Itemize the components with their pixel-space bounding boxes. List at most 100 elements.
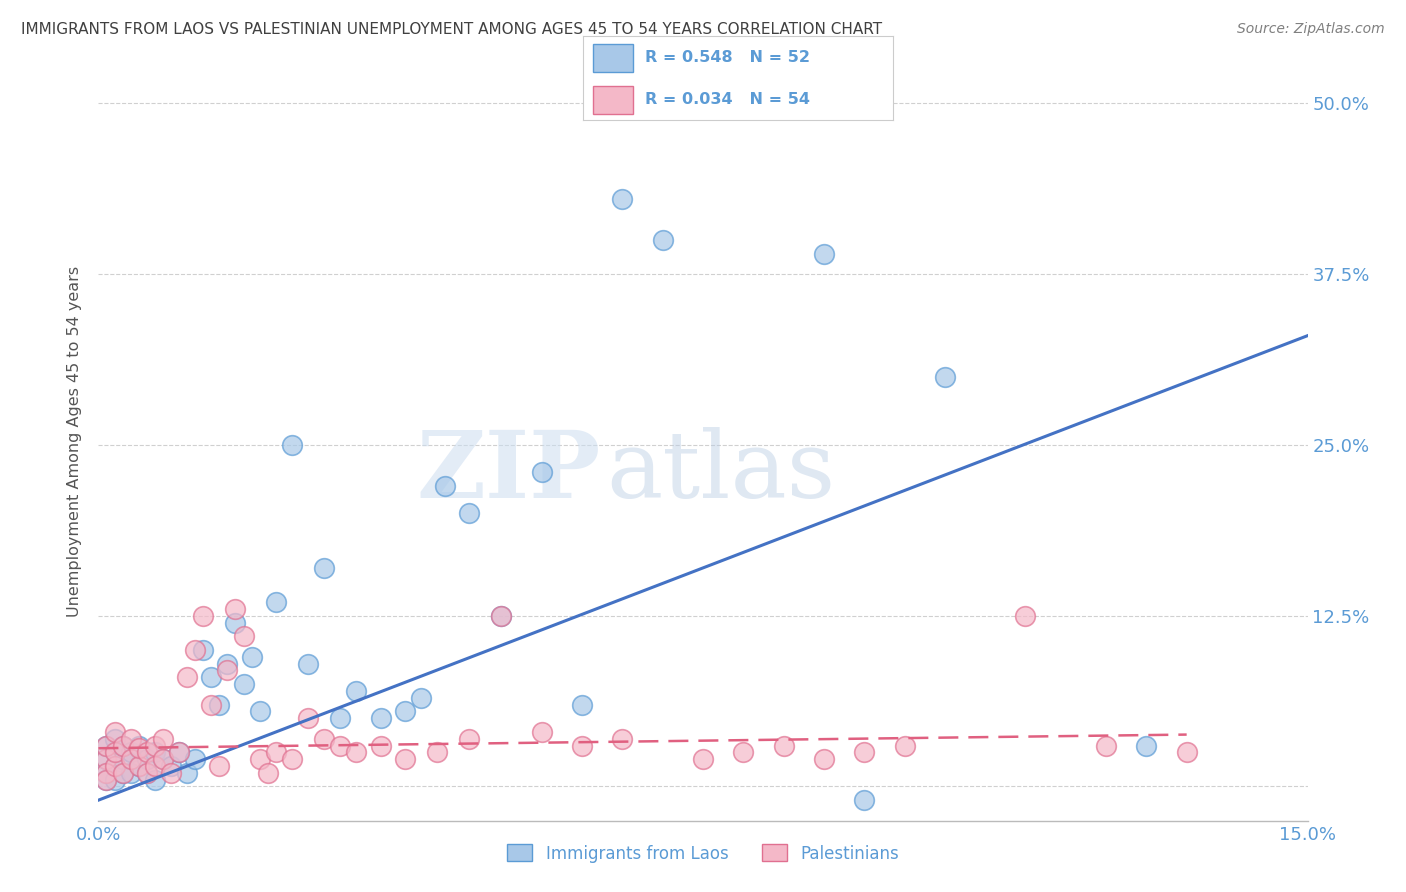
Point <box>96 765 118 780</box>
Point <box>135 752 157 766</box>
Point <box>152 752 174 766</box>
Point <box>733 745 755 759</box>
Point <box>344 745 367 759</box>
Point <box>297 711 319 725</box>
Point <box>111 752 134 766</box>
Point <box>217 664 239 678</box>
Point <box>281 752 304 766</box>
Point <box>103 731 125 746</box>
Text: ZIP: ZIP <box>416 427 600 516</box>
Point <box>135 745 157 759</box>
Point <box>152 752 174 766</box>
Point <box>394 752 416 766</box>
Point <box>120 745 142 759</box>
Point <box>232 677 254 691</box>
Point <box>143 772 166 787</box>
Point <box>1014 608 1036 623</box>
Point <box>184 752 207 766</box>
Point <box>96 752 118 766</box>
Point <box>103 759 125 773</box>
Point <box>370 739 392 753</box>
Point <box>160 759 183 773</box>
Point <box>143 739 166 753</box>
Point <box>314 731 336 746</box>
Point <box>264 745 287 759</box>
Point <box>135 765 157 780</box>
Point <box>167 745 190 759</box>
Point <box>370 711 392 725</box>
Point <box>1135 739 1157 753</box>
Text: IMMIGRANTS FROM LAOS VS PALESTINIAN UNEMPLOYMENT AMONG AGES 45 TO 54 YEARS CORRE: IMMIGRANTS FROM LAOS VS PALESTINIAN UNEM… <box>21 22 882 37</box>
Point <box>224 602 246 616</box>
Point <box>297 657 319 671</box>
Point <box>120 731 142 746</box>
Point <box>111 739 134 753</box>
Point <box>135 765 157 780</box>
Point <box>167 745 190 759</box>
Point <box>96 752 118 766</box>
Point <box>1095 739 1118 753</box>
Text: R = 0.548   N = 52: R = 0.548 N = 52 <box>645 50 810 65</box>
Point <box>143 759 166 773</box>
Point <box>426 745 449 759</box>
Legend: Immigrants from Laos, Palestinians: Immigrants from Laos, Palestinians <box>501 838 905 869</box>
Point <box>96 765 118 780</box>
Point <box>128 739 150 753</box>
Point <box>256 765 278 780</box>
Point <box>1175 745 1198 759</box>
Point <box>96 772 118 787</box>
Point <box>530 724 553 739</box>
Point <box>120 765 142 780</box>
Point <box>103 745 125 759</box>
Bar <box>593 44 633 72</box>
Point <box>224 615 246 630</box>
Point <box>103 745 125 759</box>
Point <box>111 765 134 780</box>
Point <box>249 704 271 718</box>
Point <box>458 506 481 520</box>
Text: R = 0.034   N = 54: R = 0.034 N = 54 <box>645 92 810 107</box>
Point <box>853 745 876 759</box>
Point <box>571 698 593 712</box>
Bar <box>593 86 633 113</box>
Point <box>612 192 634 206</box>
Point <box>458 731 481 746</box>
Point <box>394 704 416 718</box>
Point <box>120 752 142 766</box>
Point <box>329 739 352 753</box>
Point <box>208 698 231 712</box>
Point <box>111 765 134 780</box>
Point <box>612 731 634 746</box>
Y-axis label: Unemployment Among Ages 45 to 54 years: Unemployment Among Ages 45 to 54 years <box>67 266 83 617</box>
Point <box>96 739 118 753</box>
Point <box>96 772 118 787</box>
Point <box>160 765 183 780</box>
Point <box>176 670 198 684</box>
Point <box>249 752 271 766</box>
Point <box>152 731 174 746</box>
Point <box>232 629 254 643</box>
Point <box>409 690 432 705</box>
Point <box>772 739 794 753</box>
Point <box>434 479 457 493</box>
Point <box>103 724 125 739</box>
Point <box>813 246 835 260</box>
Point <box>240 649 263 664</box>
Point <box>264 595 287 609</box>
Point <box>143 745 166 759</box>
Point <box>128 741 150 756</box>
Point <box>103 759 125 773</box>
Point <box>128 759 150 773</box>
Point <box>217 657 239 671</box>
Point <box>893 739 915 753</box>
Point <box>184 643 207 657</box>
Point <box>208 759 231 773</box>
Point <box>344 684 367 698</box>
Point <box>491 608 513 623</box>
Point <box>281 438 304 452</box>
Point <box>200 698 222 712</box>
Point <box>813 752 835 766</box>
Point <box>200 670 222 684</box>
Point <box>530 465 553 479</box>
Point <box>128 759 150 773</box>
